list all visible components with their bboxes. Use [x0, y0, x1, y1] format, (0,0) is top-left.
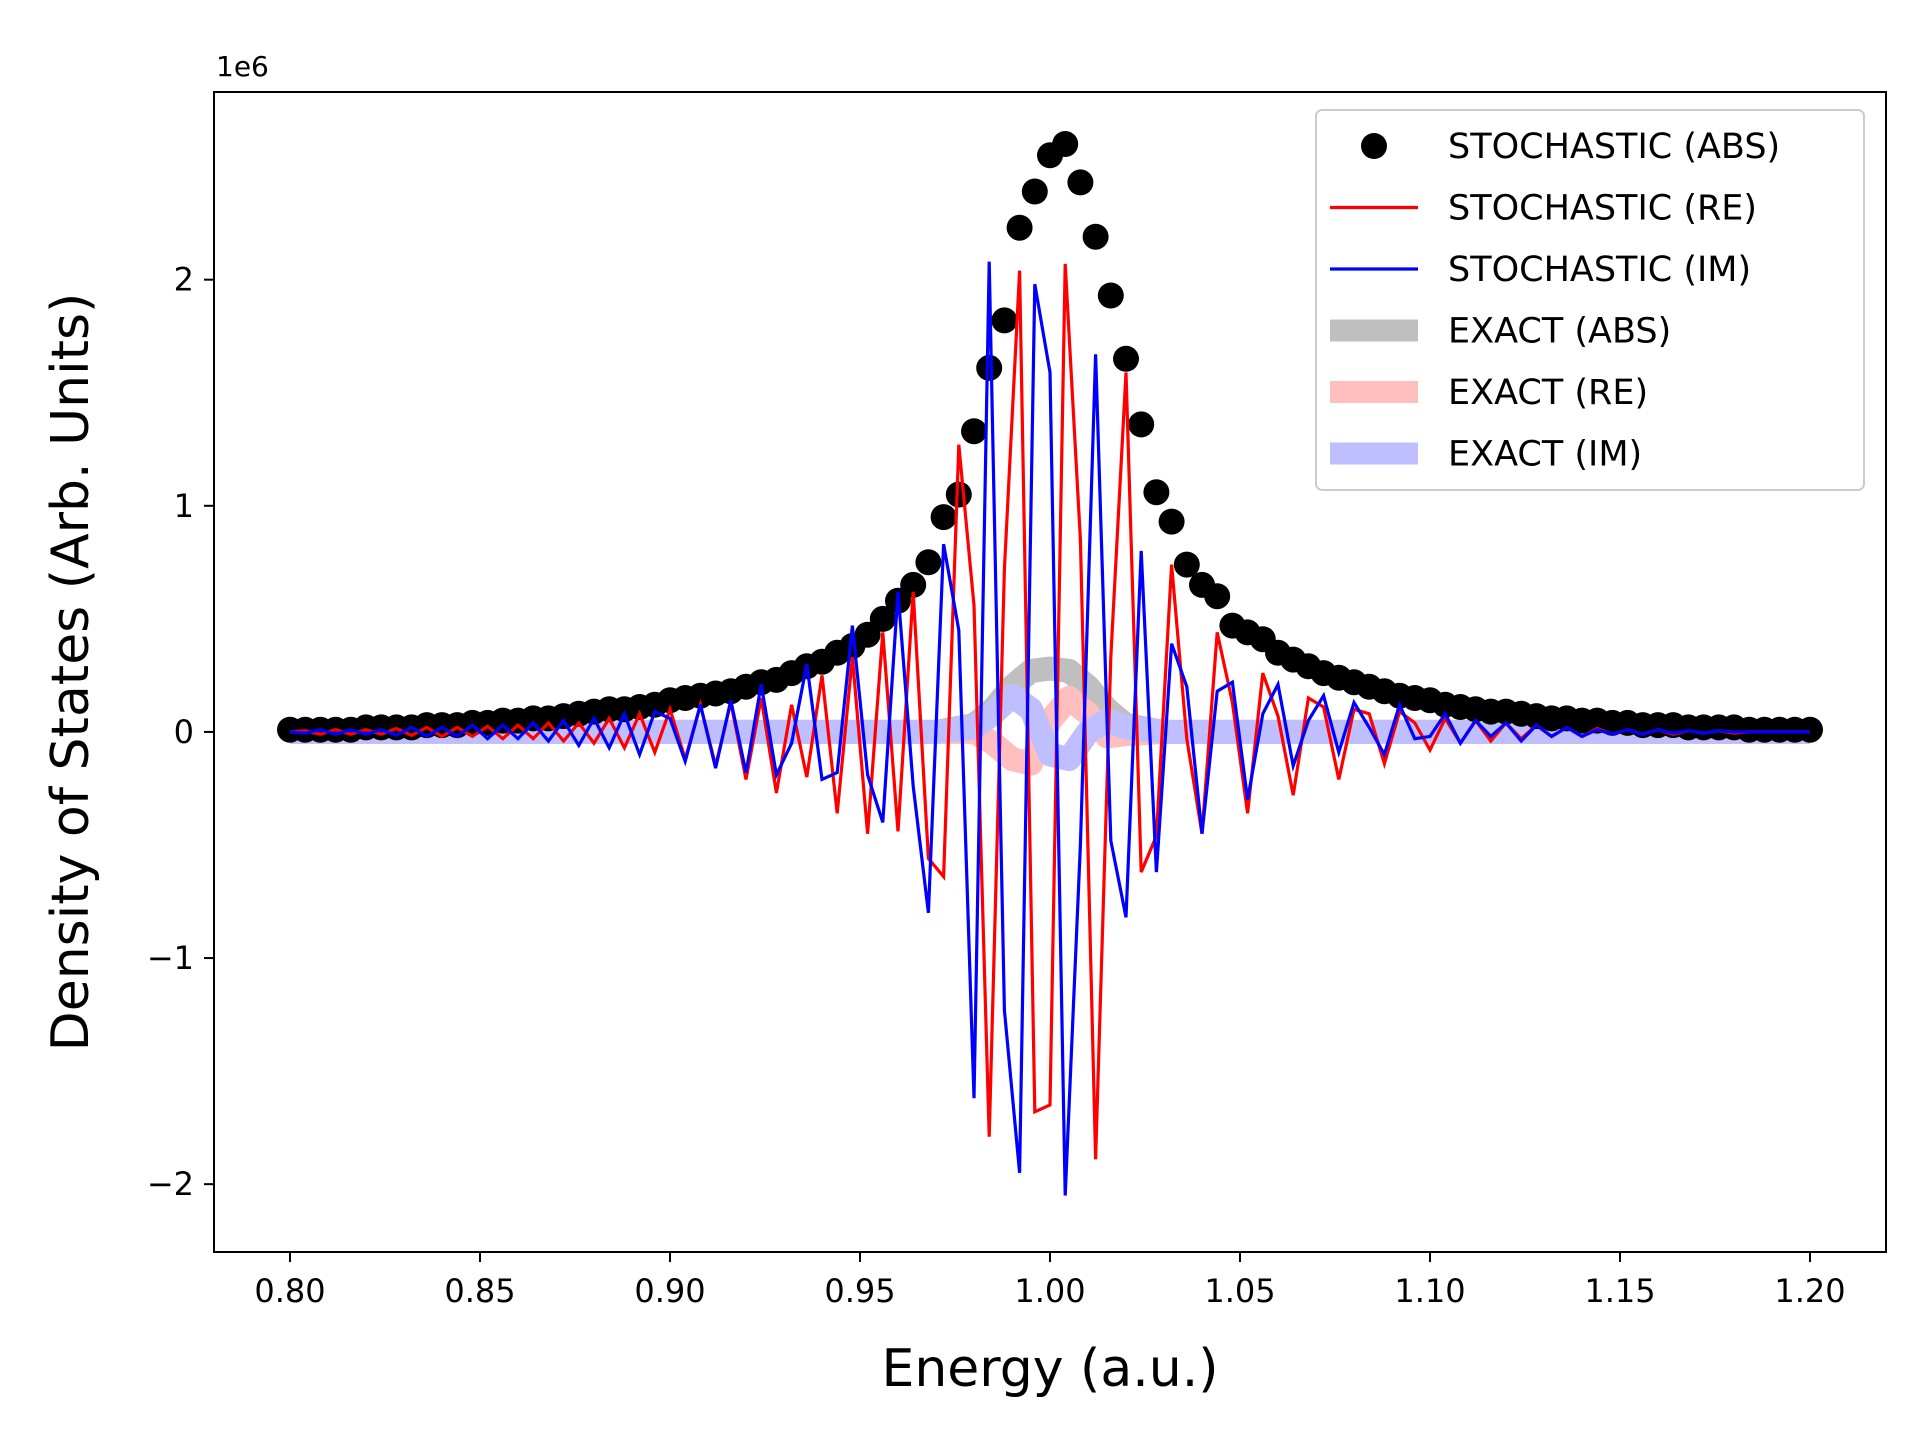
data-point: [1158, 508, 1185, 535]
data-point: [1113, 345, 1139, 372]
data-point: [1143, 479, 1170, 506]
data-point: [1173, 551, 1200, 578]
y-tick-label: −2: [147, 1165, 194, 1203]
x-axis-label: Energy (a.u.): [881, 1339, 1218, 1399]
legend: STOCHASTIC (ABS) STOCHASTIC (RE) STOCHASTI…: [1315, 109, 1865, 491]
data-point: [1006, 214, 1033, 241]
data-point: [1021, 178, 1048, 205]
data-point: [900, 571, 927, 598]
x-tick-label: 0.95: [824, 1272, 895, 1310]
series-exact-im-band: [290, 683, 1810, 772]
data-point: [1128, 411, 1155, 438]
data-point: [1097, 282, 1124, 309]
data-point: [915, 549, 942, 576]
x-tick-label: 0.85: [444, 1272, 515, 1310]
series-stochastic-abs-markers: [277, 131, 1823, 743]
data-point: [930, 504, 957, 531]
y-tick-label: 1: [174, 487, 194, 525]
legend-box: [1315, 109, 1865, 491]
y-scale-label: 1e6: [216, 50, 269, 83]
y-tick-label: −1: [147, 939, 194, 977]
y-axis: −2 −1 0 1 2: [147, 261, 214, 1203]
legend-label-stochastic-im: STOCHASTIC (IM): [1448, 250, 1751, 290]
legend-label-exact-abs: EXACT (ABS): [1448, 312, 1671, 352]
data-point: [1052, 131, 1079, 157]
legend-label-stochastic-re: STOCHASTIC (RE): [1448, 189, 1757, 229]
data-point: [869, 605, 896, 632]
legend-label-exact-im: EXACT (IM): [1448, 435, 1642, 475]
x-tick-label: 1.10: [1394, 1272, 1465, 1310]
legend-swatch-stochastic-abs: [1361, 133, 1387, 159]
data-point: [1204, 583, 1231, 610]
x-tick-label: 0.90: [634, 1272, 705, 1310]
series-layer: [277, 131, 1823, 1196]
data-point: [1797, 716, 1823, 743]
x-axis: 0.80 0.85 0.90 0.95 1.00 1.05 1.10 1.15 1.20: [254, 1252, 1846, 1310]
data-point: [991, 307, 1018, 334]
series-stochastic-im-line: [289, 261, 1810, 1196]
legend-label-exact-re: EXACT (RE): [1448, 373, 1648, 413]
x-tick-label: 1.20: [1774, 1272, 1845, 1310]
x-tick-label: 1.00: [1014, 1272, 1085, 1310]
y-tick-label: 0: [174, 713, 194, 751]
legend-label-stochastic-abs: STOCHASTIC (ABS): [1448, 127, 1780, 167]
data-point: [976, 354, 1003, 381]
x-tick-label: 0.80: [254, 1272, 325, 1310]
x-tick-label: 1.05: [1204, 1272, 1275, 1310]
x-tick-label: 1.15: [1584, 1272, 1655, 1310]
data-point: [1082, 223, 1109, 250]
y-axis-label: Density of States (Arb. Units): [41, 293, 101, 1052]
data-point: [961, 418, 987, 445]
data-point: [1067, 169, 1094, 196]
y-tick-label: 2: [174, 261, 194, 299]
